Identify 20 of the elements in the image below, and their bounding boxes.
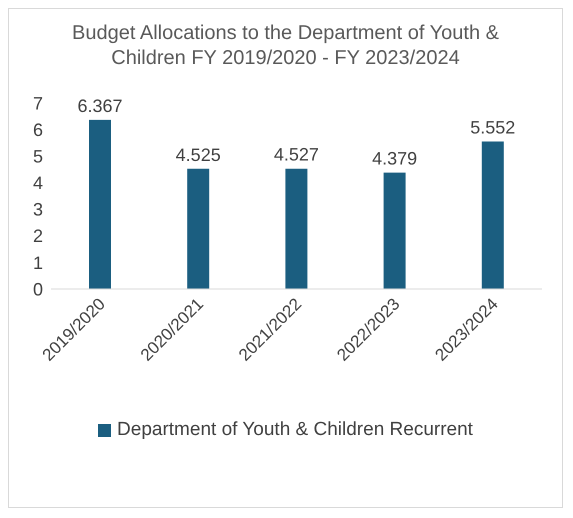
bar [89, 120, 111, 289]
y-tick-label: 0 [32, 279, 43, 300]
legend-label: Department of Youth & Children Recurrent [117, 419, 473, 441]
y-tick-label: 3 [32, 200, 43, 220]
y-tick-label: 5 [32, 146, 43, 167]
y-tick-label: 6 [32, 120, 43, 140]
y-tick-label: 7 [32, 93, 43, 114]
data-label: 6.367 [77, 96, 123, 116]
bar [482, 141, 504, 289]
bar [187, 168, 210, 289]
data-label: 4.527 [274, 144, 319, 165]
data-label: 4.379 [372, 148, 418, 169]
bar [285, 168, 308, 289]
y-tick-label: 4 [32, 173, 43, 194]
bar [384, 172, 406, 289]
data-label: 5.552 [470, 117, 516, 138]
y-tick-label: 2 [32, 226, 43, 246]
chart-title: Budget Allocations to the Department of Youth & Children FY 2019/2020 - FY 2023/2024 [71, 21, 500, 71]
y-tick-label: 1 [32, 252, 43, 273]
data-label: 4.525 [176, 144, 221, 165]
